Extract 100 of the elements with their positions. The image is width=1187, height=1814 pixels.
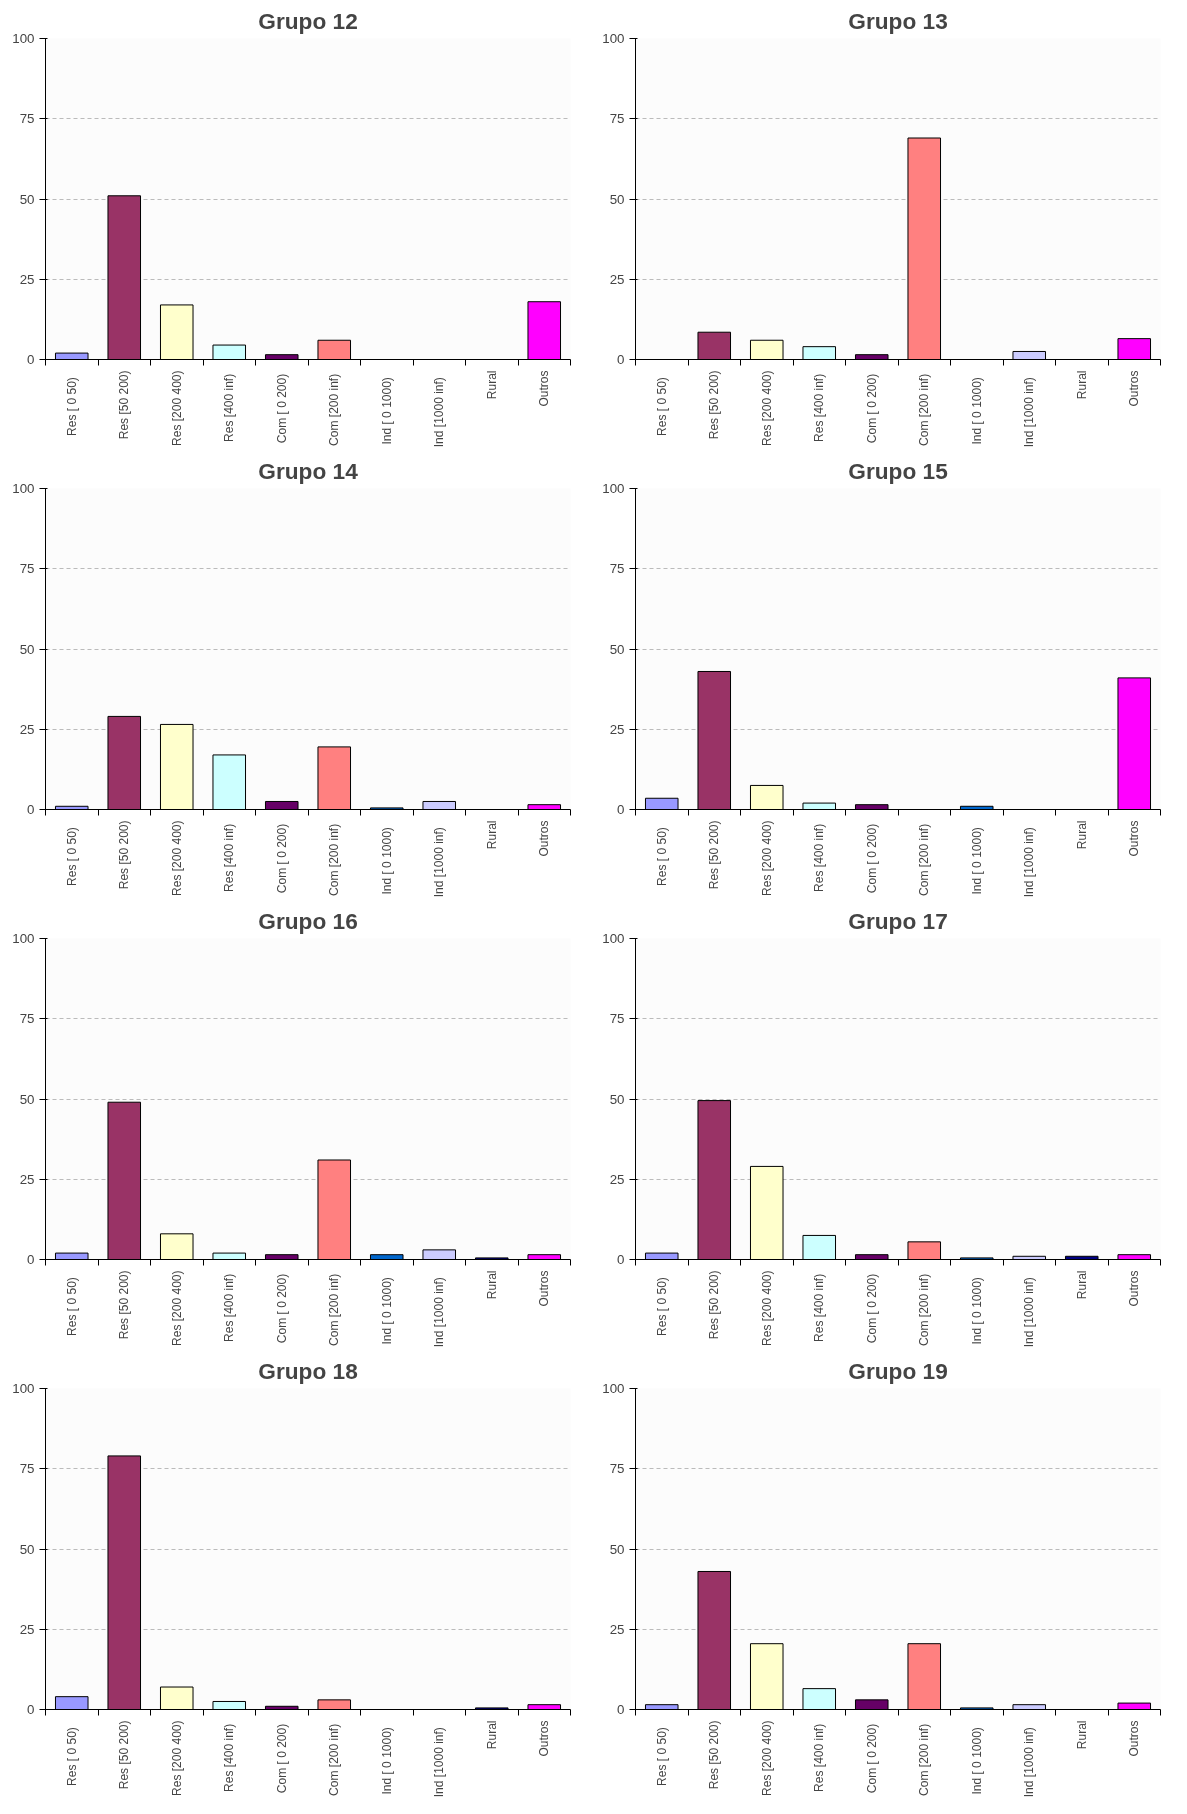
y-tick-label: 75 [19, 1461, 35, 1477]
chart-title: Grupo 13 [848, 7, 948, 34]
x-tick-label: Outros [537, 820, 552, 857]
x-tick-label: Res [200 400) [759, 1720, 774, 1796]
x-tick-label: Rural [1074, 1270, 1089, 1300]
y-tick-label: 0 [27, 1702, 35, 1717]
x-tick-label: Ind [ 0 1000) [969, 1727, 984, 1795]
x-tick-label: Ind [1000 inf) [1022, 1727, 1037, 1798]
x-tick-label: Res [200 400) [759, 820, 774, 896]
y-tick-label: 50 [19, 191, 35, 207]
x-tick-label: Res [400 inf) [222, 1723, 237, 1792]
y-tick-label: 50 [609, 641, 625, 657]
chart-title: Grupo 18 [258, 1357, 358, 1384]
chart-title: Grupo 15 [848, 457, 948, 484]
y-tick-label: 75 [19, 561, 35, 577]
chart-title: Grupo 19 [848, 1357, 948, 1384]
x-tick-label: Res [200 400) [169, 820, 184, 896]
x-tick-label: Rural [1074, 1720, 1089, 1750]
x-tick-label: Res [400 inf) [812, 1273, 827, 1342]
x-tick-label: Res [ 0 50) [654, 827, 669, 886]
x-tick-label: Outros [1127, 1720, 1142, 1757]
x-tick-label: Com [200 inf) [327, 823, 342, 896]
y-tick-label: 50 [19, 1091, 35, 1107]
x-tick-label: Res [ 0 50) [64, 1727, 79, 1786]
x-tick-label: Res [400 inf) [222, 823, 237, 892]
x-tick-label: Ind [ 0 1000) [379, 1277, 394, 1345]
y-tick-label: 0 [617, 352, 625, 367]
y-tick-label: 0 [617, 802, 625, 817]
y-tick-label: 25 [19, 271, 35, 287]
x-tick-label: Ind [1000 inf) [1022, 827, 1037, 898]
chart-title: Grupo 12 [258, 7, 358, 34]
x-tick-label: Res [200 400) [169, 1720, 184, 1796]
y-tick-label: 50 [609, 191, 625, 207]
y-tick-label: 0 [27, 1252, 35, 1267]
y-tick-label: 0 [617, 1702, 625, 1717]
y-tick-label: 100 [602, 1381, 625, 1396]
x-tick-label: Res [50 200) [117, 370, 132, 440]
y-tick-label: 75 [609, 111, 625, 127]
x-tick-label: Ind [ 0 1000) [969, 827, 984, 895]
x-tick-label: Rural [484, 1270, 499, 1300]
x-tick-label: Com [ 0 200) [274, 373, 289, 444]
x-tick-label: Ind [1000 inf) [432, 1727, 447, 1798]
x-tick-label: Com [200 inf) [917, 1273, 932, 1346]
y-tick-label: 50 [19, 641, 35, 657]
x-tick-label: Outros [537, 370, 552, 407]
y-tick-label: 100 [12, 1381, 35, 1396]
y-tick-label: 100 [602, 481, 625, 496]
x-tick-label: Res [ 0 50) [654, 1277, 669, 1336]
x-tick-label: Outros [1127, 820, 1142, 857]
x-tick-label: Res [ 0 50) [64, 1277, 79, 1336]
x-tick-label: Com [ 0 200) [864, 1723, 879, 1794]
x-tick-label: Res [ 0 50) [654, 377, 669, 436]
x-tick-label: Res [200 400) [759, 1270, 774, 1346]
x-tick-label: Res [400 inf) [812, 1723, 827, 1792]
x-tick-label: Com [ 0 200) [864, 1273, 879, 1344]
y-tick-label: 100 [12, 931, 35, 946]
x-tick-label: Com [200 inf) [917, 373, 932, 446]
x-tick-label: Com [200 inf) [327, 373, 342, 446]
y-tick-label: 50 [609, 1541, 625, 1557]
x-tick-label: Res [200 400) [759, 370, 774, 446]
x-tick-label: Ind [1000 inf) [432, 1277, 447, 1348]
x-tick-label: Res [50 200) [117, 1720, 132, 1790]
x-tick-label: Res [50 200) [707, 1720, 722, 1790]
y-tick-label: 25 [609, 1171, 625, 1187]
x-tick-label: Ind [ 0 1000) [379, 377, 394, 445]
x-tick-label: Res [ 0 50) [654, 1727, 669, 1786]
x-tick-label: Res [50 200) [117, 1270, 132, 1340]
chart-title: Grupo 16 [258, 907, 358, 934]
y-tick-label: 50 [19, 1541, 35, 1557]
x-tick-label: Res [200 400) [169, 370, 184, 446]
x-tick-label: Rural [484, 1720, 499, 1750]
x-tick-label: Res [400 inf) [222, 373, 237, 442]
x-tick-label: Res [400 inf) [222, 1273, 237, 1342]
x-tick-label: Res [50 200) [707, 820, 722, 890]
y-tick-label: 75 [609, 1461, 625, 1477]
x-tick-label: Res [200 400) [169, 1270, 184, 1346]
x-tick-label: Rural [1074, 370, 1089, 400]
y-tick-label: 100 [602, 31, 625, 46]
y-tick-label: 75 [609, 561, 625, 577]
x-tick-label: Outros [537, 1720, 552, 1757]
y-tick-label: 0 [27, 802, 35, 817]
x-tick-label: Com [ 0 200) [274, 1273, 289, 1344]
x-tick-label: Res [ 0 50) [64, 827, 79, 886]
x-tick-label: Com [ 0 200) [864, 823, 879, 894]
x-tick-label: Outros [537, 1270, 552, 1307]
y-tick-label: 0 [617, 1252, 625, 1267]
x-tick-label: Com [200 inf) [917, 1723, 932, 1796]
y-tick-label: 25 [609, 1621, 625, 1637]
y-tick-label: 0 [27, 352, 35, 367]
x-tick-label: Rural [484, 820, 499, 850]
x-tick-label: Com [200 inf) [327, 1723, 342, 1796]
x-tick-label: Res [50 200) [707, 1270, 722, 1340]
x-tick-label: Ind [ 0 1000) [969, 377, 984, 445]
x-tick-label: Ind [1000 inf) [432, 827, 447, 898]
chart-title: Grupo 17 [848, 907, 948, 934]
x-tick-label: Ind [1000 inf) [432, 377, 447, 448]
x-tick-label: Com [200 inf) [917, 823, 932, 896]
x-tick-label: Res [ 0 50) [64, 377, 79, 436]
y-tick-label: 25 [19, 721, 35, 737]
x-tick-label: Com [ 0 200) [274, 1723, 289, 1794]
